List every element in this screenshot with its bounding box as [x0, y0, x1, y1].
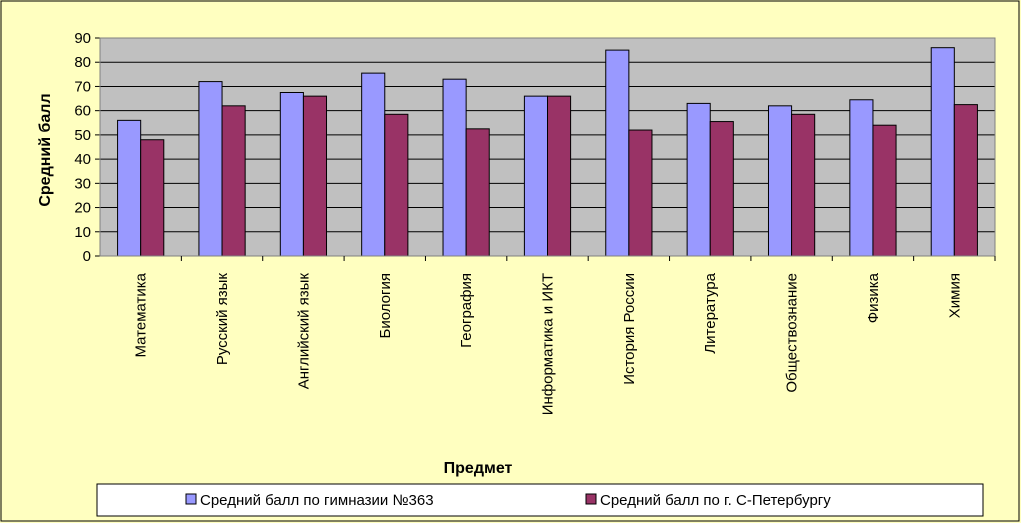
bar-school	[198, 81, 223, 257]
legend: Средний балл по гимназии №363 Средний ба…	[96, 483, 984, 517]
category-label: Английский язык	[295, 273, 312, 390]
y-tick-label: 60	[74, 103, 91, 120]
category-labels: Математика Русский язык Английский язык Био…	[133, 272, 964, 415]
legend-swatch-city	[585, 493, 597, 505]
axes	[95, 37, 996, 261]
category-label: Литература	[702, 272, 719, 353]
bar-school	[361, 72, 386, 257]
category-label: Математика	[133, 272, 150, 357]
y-tick-label: 0	[83, 248, 91, 265]
category-label: Физика	[865, 272, 882, 323]
bar-school	[686, 102, 711, 257]
bar-city	[465, 128, 490, 257]
bar-city	[384, 113, 409, 257]
bar-school	[849, 99, 874, 257]
bar-school	[442, 78, 467, 257]
bar-school	[767, 105, 793, 257]
bar-city	[791, 113, 816, 257]
bar-city	[140, 139, 165, 257]
y-tick-label: 40	[74, 151, 91, 168]
y-tick-label: 20	[74, 200, 91, 217]
bar-city	[302, 95, 328, 257]
bar-city	[709, 121, 734, 257]
legend-label-city: Средний балл по г. С-Петербургу	[600, 492, 831, 509]
legend-box	[96, 483, 984, 517]
y-tick-label: 70	[74, 78, 91, 95]
y-tick-label: 90	[74, 30, 91, 47]
y-tick-labels: 0 10 20 30 40 50 60 70 80 90	[74, 30, 91, 265]
category-label: История России	[621, 273, 638, 385]
category-label: Биология	[377, 273, 394, 338]
legend-label-school: Средний балл по гимназии №363	[200, 492, 434, 509]
bar-school	[605, 49, 630, 257]
bar-city	[547, 95, 572, 257]
bar-school	[930, 47, 955, 257]
x-axis-title: Предмет	[444, 460, 513, 477]
category-label: Информатика и ИКТ	[540, 273, 557, 415]
y-axis-title: Средний балл	[37, 93, 54, 206]
y-tick-label: 10	[74, 224, 91, 241]
category-label: Русский язык	[214, 273, 231, 366]
category-label: Химия	[946, 273, 963, 318]
bar-city	[628, 129, 653, 257]
category-label: География	[458, 273, 475, 348]
bar-school	[523, 95, 548, 257]
y-tick-label: 50	[74, 127, 91, 144]
bar-city	[872, 124, 897, 257]
category-label: Обществознание	[784, 273, 801, 393]
bar-city	[221, 105, 246, 257]
plot-border	[99, 37, 996, 257]
y-tick-label: 80	[74, 54, 91, 71]
bars	[117, 47, 978, 257]
y-tick-label: 30	[74, 175, 91, 192]
legend-swatch-school	[185, 493, 197, 505]
bar-city	[953, 104, 978, 257]
bar-school	[117, 119, 142, 257]
bar-school	[279, 92, 304, 257]
